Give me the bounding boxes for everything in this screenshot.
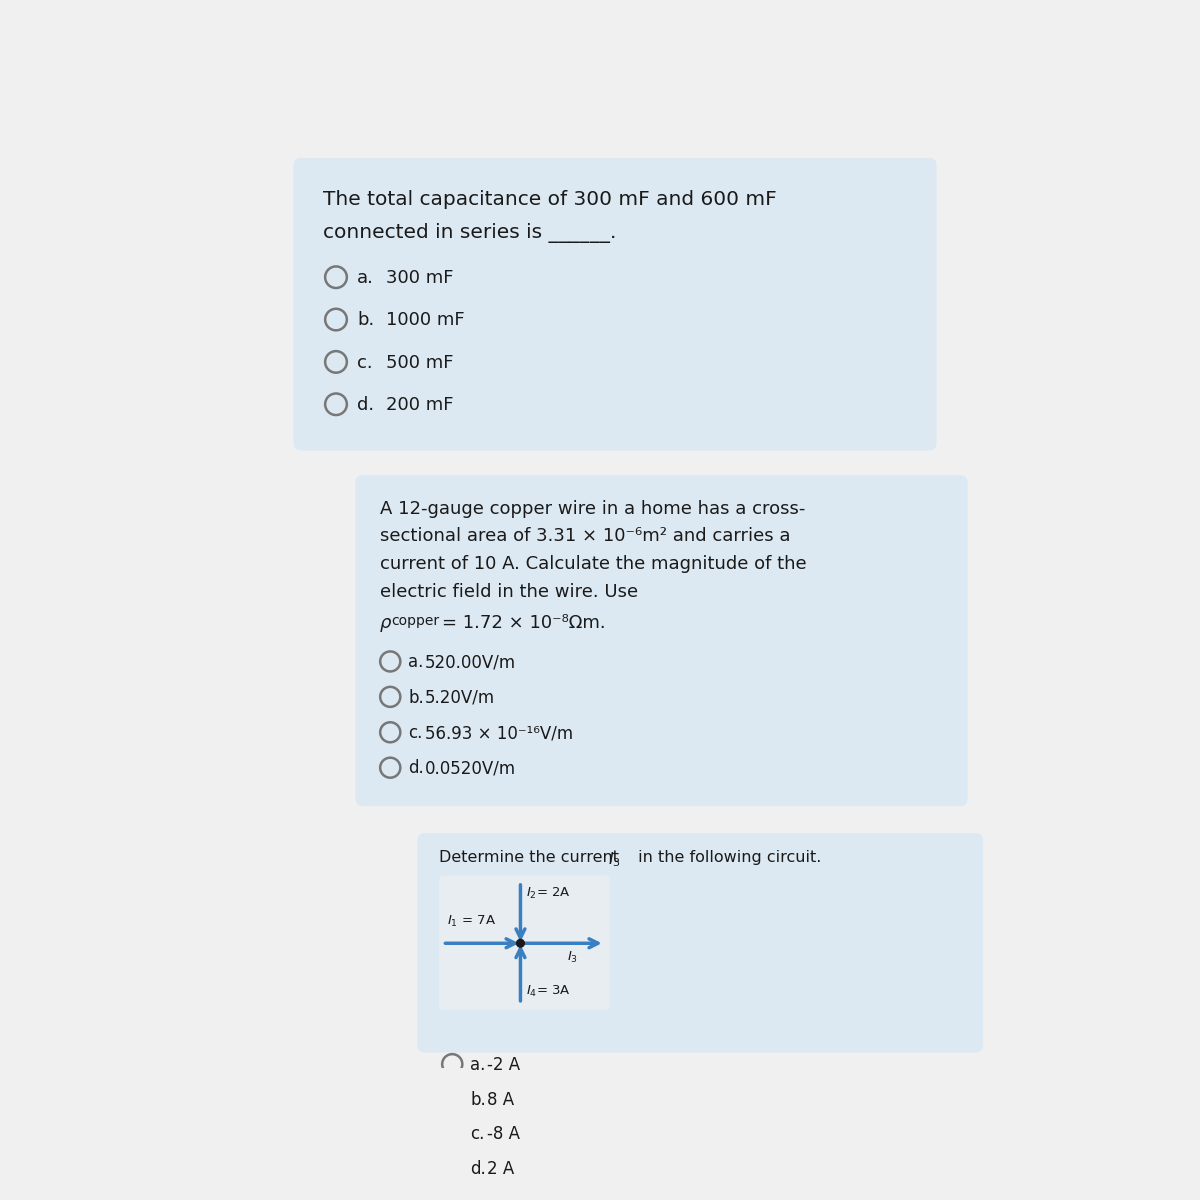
Text: 56.93 × 10⁻¹⁶V/m: 56.93 × 10⁻¹⁶V/m xyxy=(425,724,574,742)
Text: b.: b. xyxy=(408,689,424,707)
Text: a.: a. xyxy=(408,653,424,671)
Text: $I_3$: $I_3$ xyxy=(608,850,620,869)
Text: sectional area of 3.31 × 10⁻⁶m² and carries a: sectional area of 3.31 × 10⁻⁶m² and carr… xyxy=(380,528,791,546)
Text: electric field in the wire. Use: electric field in the wire. Use xyxy=(380,583,638,601)
Text: 2 A: 2 A xyxy=(487,1160,515,1178)
Text: ρ: ρ xyxy=(380,613,391,631)
Text: $I_4$= 3A: $I_4$= 3A xyxy=(526,984,571,1000)
Text: b.: b. xyxy=(356,311,374,329)
Text: 520.00V/m: 520.00V/m xyxy=(425,653,516,671)
Circle shape xyxy=(516,940,524,947)
Text: The total capacitance of 300 mF and 600 mF: The total capacitance of 300 mF and 600 … xyxy=(323,190,776,209)
Text: Determine the current: Determine the current xyxy=(439,850,624,865)
Text: c.: c. xyxy=(356,354,372,372)
Text: $I_3$: $I_3$ xyxy=(566,949,578,965)
FancyBboxPatch shape xyxy=(418,833,983,1052)
FancyBboxPatch shape xyxy=(355,475,967,806)
Text: 300 mF: 300 mF xyxy=(386,269,454,287)
Text: 200 mF: 200 mF xyxy=(386,396,454,414)
Text: in the following circuit.: in the following circuit. xyxy=(632,850,821,865)
FancyBboxPatch shape xyxy=(439,876,610,1010)
Text: A 12-gauge copper wire in a home has a cross-: A 12-gauge copper wire in a home has a c… xyxy=(380,499,805,517)
Text: current of 10 A. Calculate the magnitude of the: current of 10 A. Calculate the magnitude… xyxy=(380,556,806,574)
Text: c.: c. xyxy=(470,1126,485,1144)
Text: a.: a. xyxy=(470,1056,486,1074)
Text: d.: d. xyxy=(408,760,424,778)
Text: -2 A: -2 A xyxy=(487,1056,521,1074)
Text: d.: d. xyxy=(470,1160,486,1178)
Text: 8 A: 8 A xyxy=(487,1091,515,1109)
Text: = 1.72 × 10⁻⁸Ωm.: = 1.72 × 10⁻⁸Ωm. xyxy=(442,613,606,631)
FancyBboxPatch shape xyxy=(293,158,937,450)
Text: d.: d. xyxy=(356,396,374,414)
Text: $I_2$= 2A: $I_2$= 2A xyxy=(526,887,571,901)
Text: 0.0520V/m: 0.0520V/m xyxy=(425,760,516,778)
Text: 1000 mF: 1000 mF xyxy=(386,311,466,329)
Text: -8 A: -8 A xyxy=(487,1126,520,1144)
Text: $I_1$ = 7A: $I_1$ = 7A xyxy=(446,914,496,929)
Text: copper: copper xyxy=(391,613,439,628)
Text: c.: c. xyxy=(408,724,422,742)
Text: 500 mF: 500 mF xyxy=(386,354,454,372)
Text: 5.20V/m: 5.20V/m xyxy=(425,689,496,707)
Text: connected in series is ______.: connected in series is ______. xyxy=(323,223,617,244)
Text: b.: b. xyxy=(470,1091,486,1109)
Text: a.: a. xyxy=(356,269,374,287)
